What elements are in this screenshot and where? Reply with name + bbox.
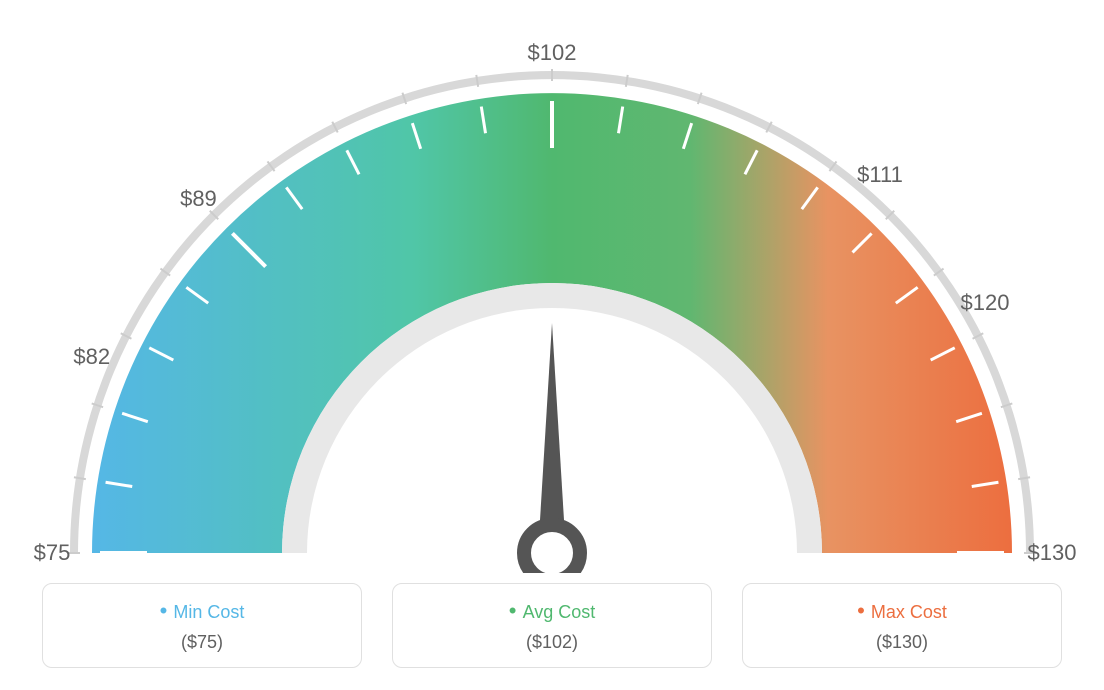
legend-title-max: Max Cost (753, 598, 1051, 624)
legend-title-min: Min Cost (53, 598, 351, 624)
legend-card-max: Max Cost ($130) (742, 583, 1062, 668)
gauge-tick-label: $120 (961, 290, 1010, 316)
cost-gauge: $75 $82 $89 $102 $111 $120 $130 (22, 23, 1082, 573)
gauge-tick-label: $89 (180, 186, 217, 212)
gauge-tick-label: $82 (73, 344, 110, 370)
legend-title-avg: Avg Cost (403, 598, 701, 624)
gauge-tick-label: $111 (857, 162, 903, 188)
legend-card-avg: Avg Cost ($102) (392, 583, 712, 668)
gauge-tick-label: $130 (1028, 540, 1077, 566)
legend-card-min: Min Cost ($75) (42, 583, 362, 668)
legend-value-max: ($130) (753, 632, 1051, 653)
gauge-svg (22, 23, 1082, 573)
legend-value-min: ($75) (53, 632, 351, 653)
gauge-tick-label: $102 (528, 40, 577, 66)
legend-row: Min Cost ($75) Avg Cost ($102) Max Cost … (0, 583, 1104, 668)
gauge-tick-label: $75 (34, 540, 71, 566)
legend-value-avg: ($102) (403, 632, 701, 653)
